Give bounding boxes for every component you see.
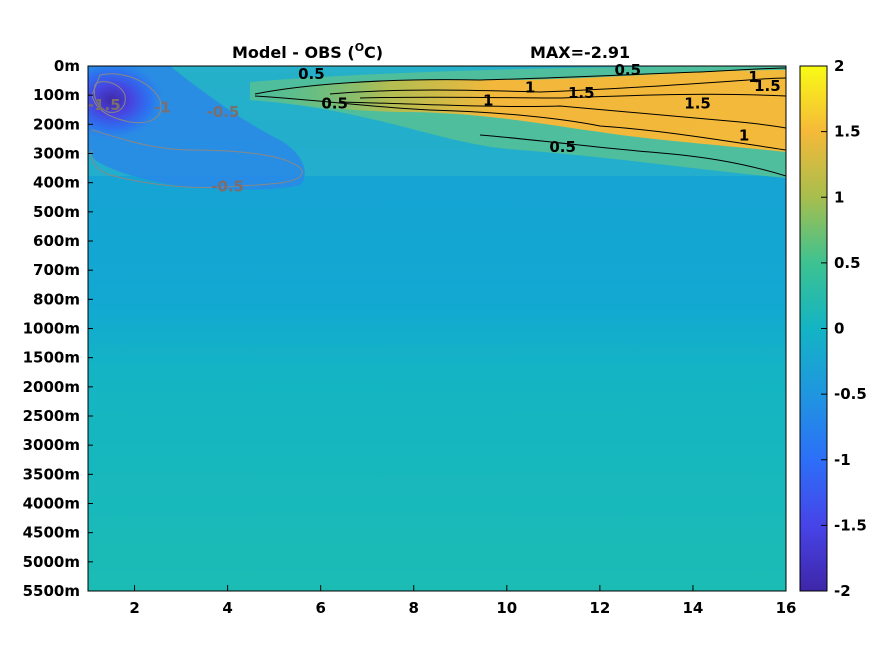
contour-label: 1 xyxy=(739,126,749,144)
colorbar-axis: 2 1.5 1 0.5 0 -0.5 -1 -1.5 -2 xyxy=(821,57,867,600)
contour-label: 1 xyxy=(483,91,493,109)
colorbar-tick-label: 1.5 xyxy=(834,123,861,141)
y-axis: 0m 100m 200m 300m 400m 500m 600m 700m 800m 1000m 1… xyxy=(23,57,93,600)
y-tick-label: 600m xyxy=(33,232,80,250)
x-tick-label: 12 xyxy=(589,599,610,617)
x-tick-label: 2 xyxy=(129,599,139,617)
colorbar-tick-label: -0.5 xyxy=(834,385,867,403)
y-tick-label: 2500m xyxy=(23,407,80,425)
y-tick-label: 100m xyxy=(33,86,80,104)
contour-label: -1.5 xyxy=(88,96,121,114)
y-tick-label: 0m xyxy=(54,57,80,75)
heatmap-field xyxy=(88,66,786,591)
contour-label: 1 xyxy=(748,68,758,86)
colorbar-tick-label: 2 xyxy=(834,57,844,75)
x-tick-label: 14 xyxy=(682,599,703,617)
chart-title: Model - OBS (OC) MAX=-2.91 xyxy=(232,41,630,62)
y-tick-label: 2000m xyxy=(23,378,80,396)
y-tick-label: 4500m xyxy=(23,524,80,542)
colorbar-tick-label: -1.5 xyxy=(834,516,867,534)
contour-label: 1.5 xyxy=(684,94,711,112)
y-tick-label: 5000m xyxy=(23,553,80,571)
contour-label: 0.5 xyxy=(549,138,576,156)
chart-title-left: Model - OBS (OC) xyxy=(232,41,383,62)
y-tick-label: 1500m xyxy=(23,349,80,367)
contour-label: 1.5 xyxy=(754,77,781,95)
x-tick-label: 8 xyxy=(409,599,419,617)
contour-label: 1.5 xyxy=(568,84,595,102)
contour-labels: 0.51 1.50.5 10.5 11.51.510.5-0.5-1-1.5-0.5 xyxy=(88,61,781,196)
y-tick-label: 700m xyxy=(33,261,80,279)
x-tick-label: 10 xyxy=(496,599,517,617)
x-tick-label: 6 xyxy=(315,599,325,617)
y-tick-label: 1000m xyxy=(23,320,80,338)
colorbar-tick-label: -2 xyxy=(834,582,851,600)
colorbar-tick-label: 0 xyxy=(834,320,844,338)
contour-label: 1 xyxy=(525,78,535,96)
x-tick-label: 16 xyxy=(776,599,797,617)
chart-title-max: MAX=-2.91 xyxy=(530,43,630,62)
colorbar-tick-label: 1 xyxy=(834,188,844,206)
contour-label: -1 xyxy=(154,99,171,117)
contour-label: 0.5 xyxy=(298,65,325,83)
y-tick-label: 800m xyxy=(33,290,80,308)
y-tick-label: 5500m xyxy=(23,582,80,600)
contour-label: -0.5 xyxy=(211,177,244,195)
contour-lines xyxy=(91,67,786,189)
y-tick-label: 3500m xyxy=(23,465,80,483)
contour-label: 0.5 xyxy=(321,94,348,112)
y-tick-label: 4000m xyxy=(23,495,80,513)
y-tick-label: 3000m xyxy=(23,436,80,454)
y-tick-label: 300m xyxy=(33,145,80,163)
x-tick-label: 4 xyxy=(222,599,232,617)
colorbar-tick-label: 0.5 xyxy=(834,254,861,272)
x-axis: 2 4 6 8 10 12 14 16 xyxy=(129,585,796,617)
y-tick-label: 500m xyxy=(33,203,80,221)
y-tick-label: 400m xyxy=(33,174,80,192)
contour-label: 0.5 xyxy=(614,61,641,79)
contour-label: -0.5 xyxy=(207,103,240,121)
y-tick-label: 200m xyxy=(33,115,80,133)
colorbar-tick-label: -1 xyxy=(834,451,851,469)
